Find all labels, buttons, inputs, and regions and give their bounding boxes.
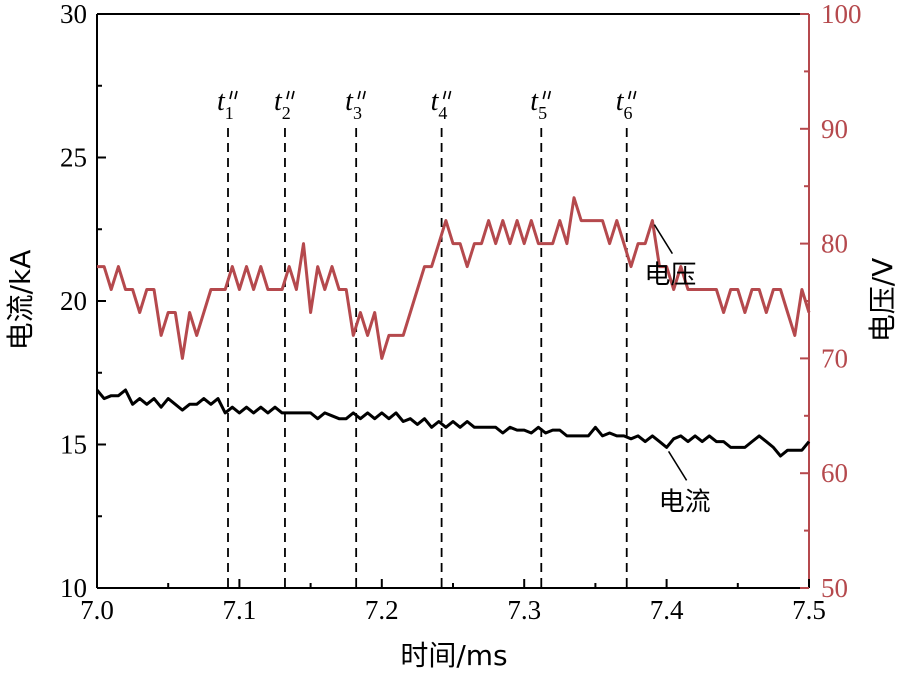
y-right-tick-label: 80: [821, 229, 848, 259]
marker-label: t6: [616, 86, 633, 123]
marker-label-letter: t: [530, 86, 539, 117]
marker-label-subscript: 2: [282, 103, 291, 123]
y-right-tick-label: 60: [821, 458, 848, 488]
x-tick-label: 7.2: [365, 595, 399, 625]
marker-prime: [547, 90, 552, 100]
marker-label-subscript: 3: [353, 103, 362, 123]
marker-prime: [362, 90, 366, 100]
voltage-annotation: 电压: [644, 261, 696, 291]
marker-label-letter: t: [217, 86, 226, 117]
current-line: [95, 388, 811, 458]
x-tick-label: 7.0: [80, 595, 114, 625]
marker-prime: [229, 90, 233, 100]
marker-label: t5: [530, 86, 547, 123]
y-right-tick-label: 90: [821, 114, 848, 144]
x-tick-label: 7.4: [650, 595, 684, 625]
marker-label: t4: [431, 86, 448, 123]
marker-prime: [632, 90, 637, 100]
marker-prime: [447, 90, 452, 100]
x-tick-label: 7.3: [507, 595, 541, 625]
marker-label: t1: [217, 86, 234, 123]
marker-label-letter: t: [616, 86, 625, 117]
y-left-tick-label: 10: [60, 573, 87, 603]
x-axis-title: 时间/ms: [400, 639, 507, 672]
y-right-tick-label: 100: [821, 0, 862, 29]
marker-label-subscript: 6: [624, 103, 633, 123]
current-series: [95, 388, 811, 458]
marker-prime: [291, 90, 295, 100]
marker-prime: [286, 90, 290, 100]
y-left-tick-label: 30: [60, 0, 87, 29]
y-axis-left: 10 15 20 25 30: [60, 0, 106, 603]
current-annotation: 电流: [659, 487, 711, 517]
annotation-leader: [667, 450, 688, 481]
marker-label: t3: [345, 86, 362, 123]
marker-label-letter: t: [431, 86, 440, 117]
y-left-tick-label: 20: [60, 286, 87, 316]
marker-prime: [357, 90, 361, 100]
marker-prime: [442, 90, 447, 100]
y-axis-right: 50 60 70 80 90 100: [800, 0, 862, 603]
x-axis: 7.0 7.1 7.2 7.3 7.4 7.5: [80, 579, 826, 625]
annotation-leader: [653, 224, 674, 255]
marker-label-letter: t: [274, 86, 283, 117]
marker-label-subscript: 5: [538, 103, 547, 123]
y-axis-left-title: 电流/kA: [4, 250, 37, 351]
voltage-line: [97, 196, 811, 360]
x-tick-label: 7.1: [223, 595, 257, 625]
x-tick-label: 7.5: [792, 595, 826, 625]
marker-prime: [542, 90, 547, 100]
marker-prime: [234, 90, 238, 100]
voltage-series: [96, 196, 811, 360]
y-right-tick-label: 70: [821, 343, 848, 373]
marker-label-subscript: 1: [225, 103, 234, 123]
marker-label-subscript: 4: [438, 103, 447, 123]
marker-label-letter: t: [345, 86, 354, 117]
y-left-tick-label: 25: [60, 143, 87, 173]
y-right-tick-label: 50: [821, 573, 848, 603]
y-axis-right-title: 电压/V: [866, 258, 899, 343]
marker-prime: [627, 90, 632, 100]
marker-label: t2: [274, 86, 291, 123]
marker-lines: t1 t2 t3 t4 t5 t6: [217, 86, 637, 588]
y-left-tick-label: 15: [60, 430, 87, 460]
